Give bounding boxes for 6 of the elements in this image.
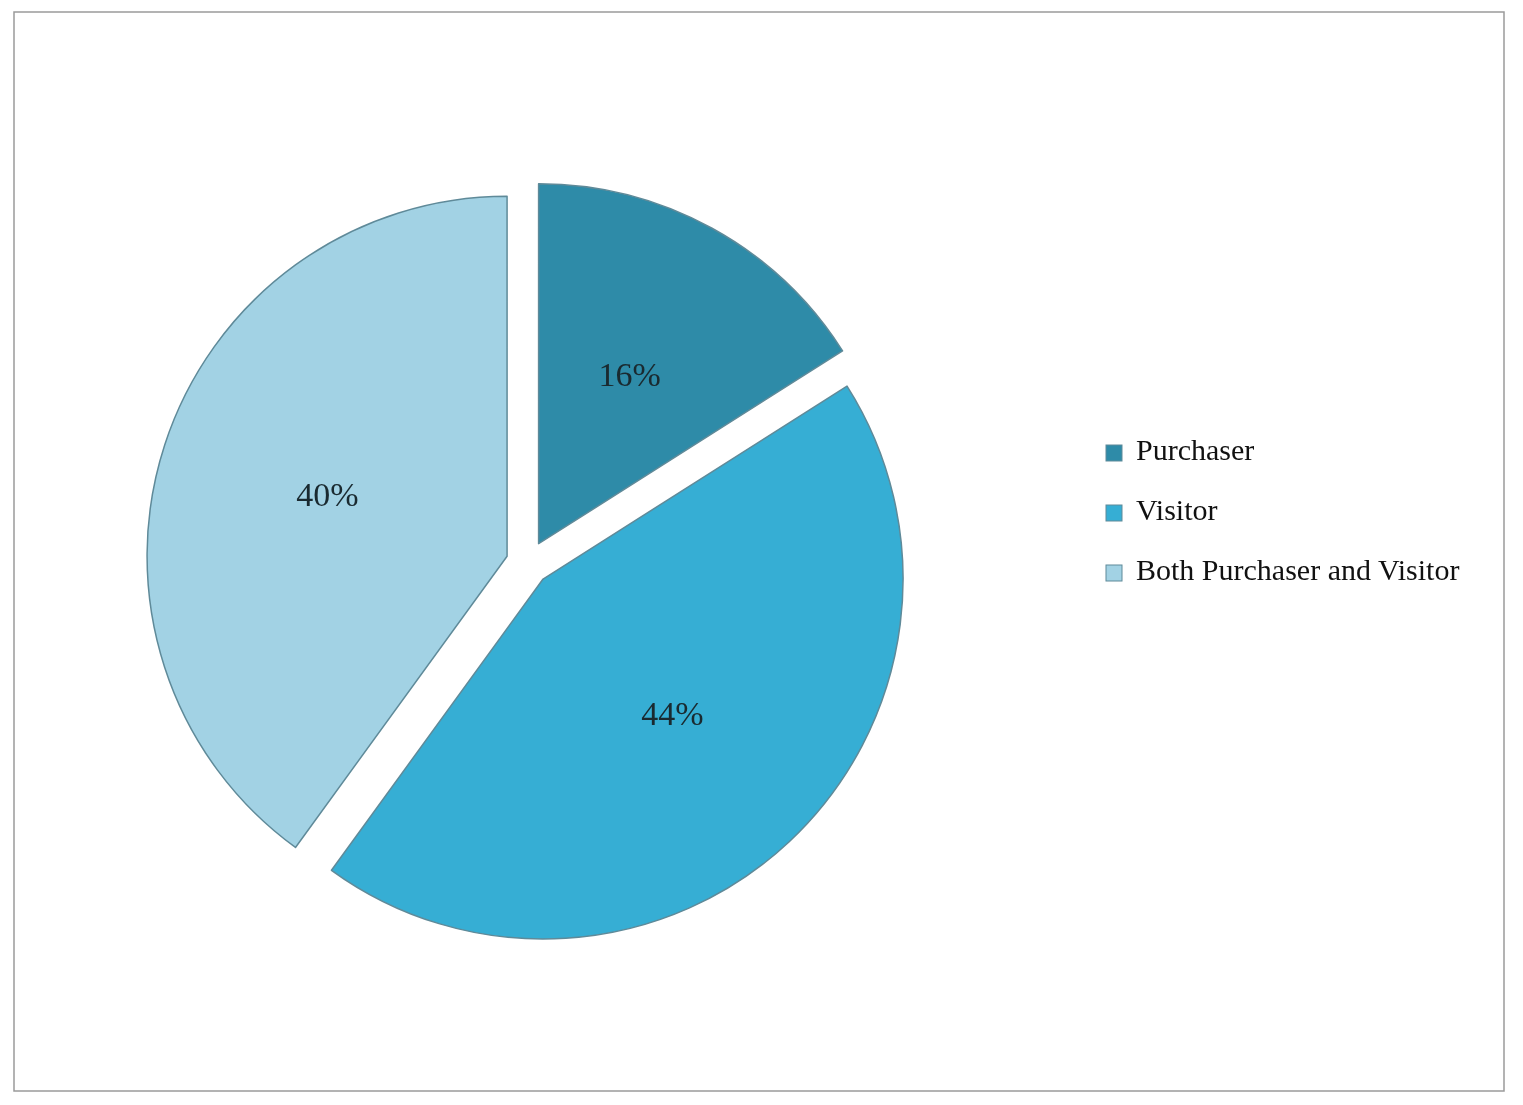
data-label: 44% (641, 694, 704, 732)
legend-label: Both Purchaser and Visitor (1136, 552, 1460, 586)
legend-label: Purchaser (1136, 432, 1255, 466)
data-label: 40% (296, 475, 359, 513)
legend-label: Visitor (1136, 492, 1218, 526)
data-label: 16% (598, 355, 661, 393)
